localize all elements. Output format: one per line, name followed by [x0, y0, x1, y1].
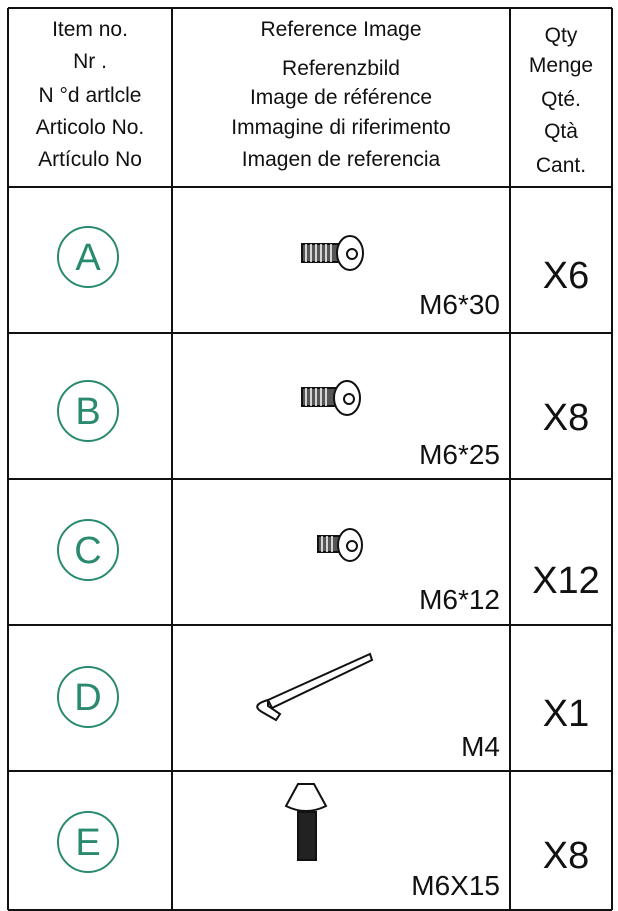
header-text: Image de référence: [250, 86, 432, 109]
item-circle: [57, 811, 119, 873]
item-letter: C: [74, 530, 101, 572]
size-label: M6*30: [419, 289, 500, 320]
quantity: X8: [543, 835, 589, 877]
header-text: Referenzbild: [282, 57, 400, 80]
size-label: M6X15: [411, 870, 500, 901]
quantity: X6: [543, 255, 589, 297]
size-label: M6*12: [419, 584, 500, 615]
header-text: N °d artlcle: [39, 84, 142, 107]
item-circle: [57, 380, 119, 442]
item-circle: [57, 519, 119, 581]
item-circle: [57, 666, 119, 728]
screw-icon: [301, 380, 361, 416]
table-content: Item no. Nr . N °d artlcle Articolo No. Artí…: [36, 18, 600, 901]
size-label: M6*25: [419, 439, 500, 470]
header-text: Artículo No: [38, 148, 142, 171]
screw-icon: [301, 235, 364, 271]
item-letter: A: [75, 237, 101, 279]
quantity: X1: [543, 693, 589, 735]
item-letter: D: [74, 677, 101, 719]
header-text: Qty: [545, 24, 578, 47]
size-label: M4: [461, 731, 500, 762]
header-text: Item no.: [52, 18, 128, 41]
header-text: Nr .: [73, 50, 107, 73]
item-letter: B: [75, 391, 100, 433]
hex-key-icon: [256, 652, 374, 722]
header-text: Articolo No.: [36, 116, 145, 139]
header-text: Menge: [529, 54, 593, 77]
table-grid: [7, 7, 613, 911]
screw-icon: [317, 528, 363, 562]
quantity: X12: [532, 560, 600, 602]
header-text: Qtà: [544, 120, 578, 143]
item-circle: [57, 226, 119, 288]
header-text: Qté.: [541, 88, 581, 111]
quantity: X8: [543, 397, 589, 439]
bolt-icon: [284, 783, 328, 861]
header-text: Immagine di riferimento: [231, 116, 450, 139]
header-text: Imagen de referencia: [242, 148, 441, 171]
item-letter: E: [75, 822, 100, 864]
header-text: Cant.: [536, 154, 586, 177]
header-text: Reference Image: [260, 18, 421, 41]
